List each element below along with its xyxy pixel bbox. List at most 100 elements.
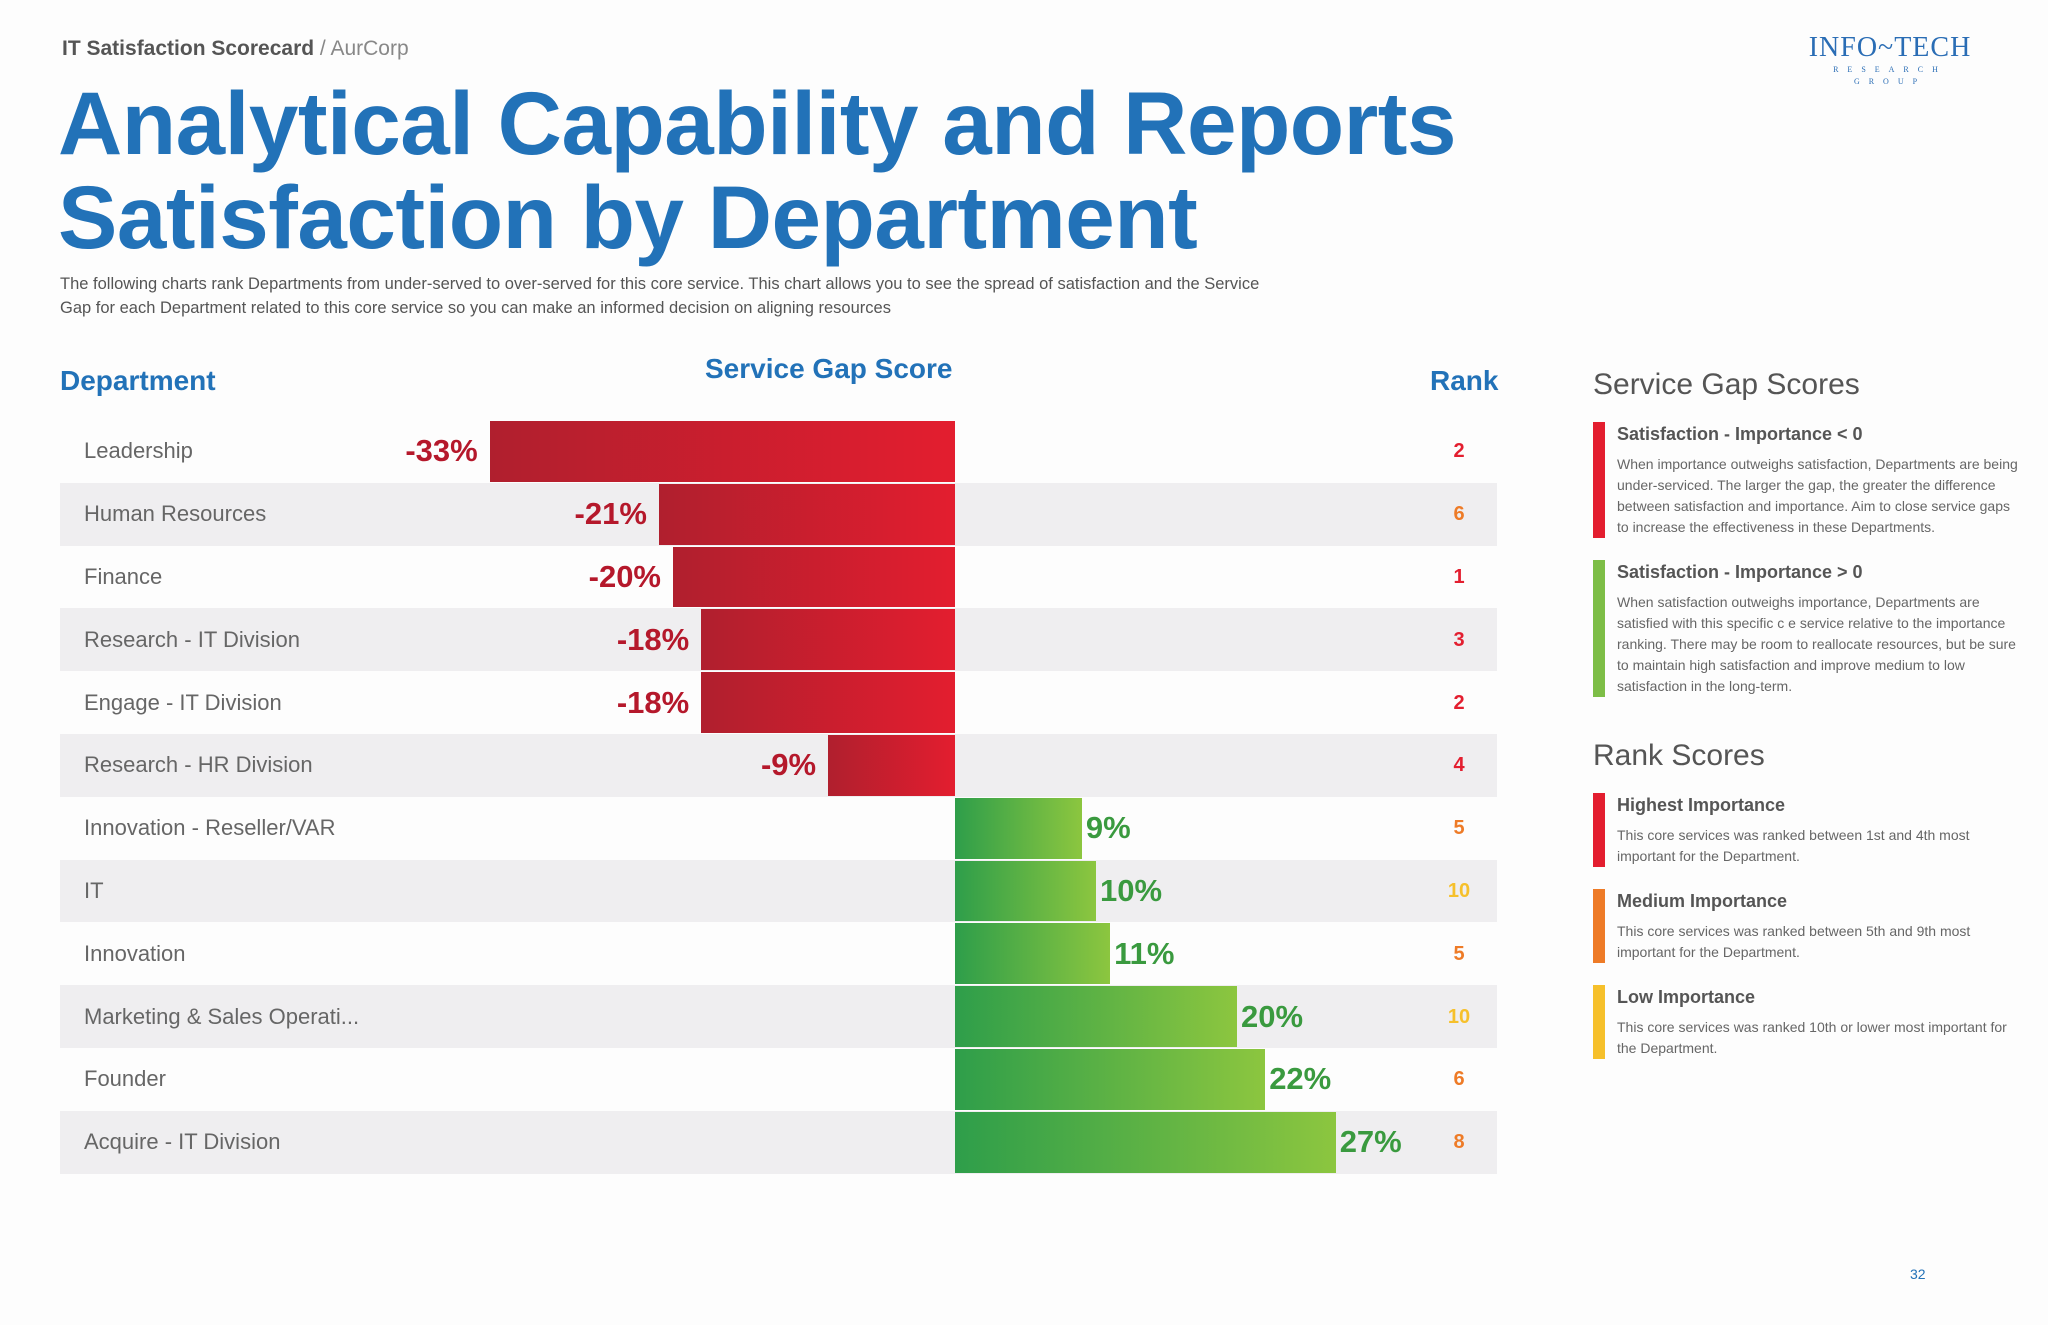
rank-value: 5	[1453, 817, 1465, 840]
legend-swatch-red	[1593, 422, 1605, 538]
legend-label: Medium Importance	[1617, 891, 1788, 911]
bar	[955, 923, 1111, 985]
page-title: Analytical Capability and Reports Satisf…	[58, 76, 1456, 264]
breadcrumb-main: IT Satisfaction Scorecard	[62, 37, 315, 60]
department-label: Finance	[84, 563, 163, 589]
legend-item-low-importance: Low Importance This core services was ra…	[1593, 985, 2023, 1059]
logo-line2: RESEARCH GROUP	[1833, 65, 1947, 86]
rank-value: 3	[1453, 628, 1465, 651]
legend-swatch-green	[1593, 560, 1605, 697]
bar	[673, 546, 955, 608]
rank-value: 6	[1453, 503, 1465, 526]
rank-value: 5	[1453, 942, 1465, 965]
bar	[701, 672, 955, 733]
value-label: -18%	[616, 684, 690, 720]
legend-swatch-yellow	[1593, 985, 1605, 1059]
rank-column-header: Rank	[1430, 365, 1499, 396]
value-label: 27%	[1339, 1124, 1402, 1160]
legend-text-block: Satisfaction - Importance > 0 When satis…	[1605, 560, 2023, 697]
legend-text: When satisfaction outweighs importance, …	[1617, 594, 2016, 694]
department-label: Leadership	[84, 438, 193, 464]
department-label: Marketing & Sales Operati...	[84, 1003, 360, 1029]
value-label: -33%	[405, 433, 478, 469]
value-label: 11%	[1114, 935, 1175, 971]
legend-text: This core services was ranked between 1s…	[1617, 827, 1970, 864]
service-gap-legend-title: Service Gap Scores	[1593, 368, 1860, 401]
department-label: Innovation	[84, 940, 186, 966]
legend-text-block: Satisfaction - Importance < 0 When impor…	[1605, 422, 2023, 538]
bar	[955, 860, 1096, 922]
legend-item-medium-importance: Medium Importance This core services was…	[1593, 889, 2023, 963]
legend-text-block: Low Importance This core services was ra…	[1605, 985, 2023, 1059]
department-column-header: Department	[60, 365, 216, 396]
table-row: Innovation	[60, 922, 1497, 985]
table-row: Engage - IT Division	[60, 671, 1497, 734]
table-row: Leadership	[60, 420, 1497, 483]
bar	[955, 1049, 1266, 1110]
department-label: Engage - IT Division	[84, 689, 282, 715]
value-label: -9%	[760, 747, 817, 783]
breadcrumb-company: AurCorp	[330, 37, 409, 60]
rank-value: 10	[1447, 1005, 1471, 1028]
breadcrumb: IT Satisfaction Scorecard / AurCorp	[62, 36, 409, 62]
legend-item-positive-gap: Satisfaction - Importance > 0 When satis…	[1593, 560, 2023, 697]
bar	[658, 483, 955, 545]
value-label: 9%	[1085, 810, 1131, 846]
department-label: Acquire - IT Division	[84, 1129, 281, 1155]
value-label: 10%	[1100, 873, 1163, 908]
rank-value: 1	[1453, 566, 1465, 588]
bar	[701, 609, 955, 671]
legend-item-highest-importance: Highest Importance This core services wa…	[1593, 793, 2023, 867]
bar	[955, 986, 1237, 1047]
legend-swatch-red	[1593, 793, 1605, 867]
bar	[489, 421, 955, 482]
rank-legend-title: Rank Scores	[1593, 739, 1765, 772]
legend-text: When importance outweighs satisfaction, …	[1617, 456, 2018, 535]
value-label: -18%	[616, 621, 690, 657]
legend-label: Highest Importance	[1617, 795, 1786, 815]
service-gap-chart: Leadership -33% 2 Human Resources -21% 6 Finan…	[60, 420, 1497, 1174]
page-description: The following charts rank Departments fr…	[60, 275, 1260, 317]
bar	[955, 797, 1082, 859]
value-label: 22%	[1269, 1061, 1332, 1097]
rank-value: 2	[1453, 691, 1465, 714]
legend-swatch-orange	[1593, 889, 1605, 963]
bar	[955, 1111, 1336, 1173]
department-label: IT	[84, 877, 104, 903]
table-row: Founder	[60, 1048, 1497, 1111]
page-number: 32	[1910, 1266, 1926, 1282]
table-row: IT	[60, 859, 1497, 923]
table-row: Marketing & Sales Operati...	[60, 985, 1497, 1048]
legend-label: Low Importance	[1617, 987, 1756, 1007]
table-row: Research - HR Division	[60, 734, 1497, 797]
score-column-header: Service Gap Score	[705, 353, 953, 384]
legend-text-block: Medium Importance This core services was…	[1605, 889, 2023, 963]
department-label: Human Resources	[84, 501, 267, 527]
legend-panel: Service Gap Scores Satisfaction - Import…	[1593, 366, 2023, 1081]
page-title-line1: Analytical Capability and Reports	[58, 73, 1456, 173]
department-label: Research - IT Division	[84, 626, 300, 652]
legend-text: This core services was ranked 10th or lo…	[1617, 1019, 2007, 1056]
bar	[828, 735, 955, 796]
rank-value: 8	[1453, 1131, 1465, 1154]
rank-value: 2	[1453, 440, 1465, 463]
department-label: Founder	[84, 1066, 166, 1092]
page-title-line2: Satisfaction by Department	[58, 167, 1198, 267]
legend-item-negative-gap: Satisfaction - Importance < 0 When impor…	[1593, 422, 2023, 538]
rank-value: 6	[1453, 1068, 1465, 1091]
department-label: Research - HR Division	[84, 752, 313, 778]
department-label: Innovation - Reseller/VAR	[84, 815, 336, 841]
value-label: -20%	[588, 559, 661, 594]
info-tech-logo: INFO~TECH RESEARCH GROUP	[1805, 32, 1975, 88]
legend-label: Satisfaction - Importance < 0	[1617, 424, 1863, 444]
table-row: Finance	[60, 546, 1497, 609]
legend-text-block: Highest Importance This core services wa…	[1605, 793, 2023, 867]
legend-text: This core services was ranked between 5t…	[1617, 923, 1971, 960]
value-label: 20%	[1241, 998, 1304, 1034]
rank-value: 10	[1447, 880, 1471, 902]
value-label: -21%	[574, 496, 647, 532]
table-row: Innovation - Reseller/VAR	[60, 797, 1497, 860]
legend-label: Satisfaction - Importance > 0	[1617, 562, 1863, 582]
breadcrumb-separator: /	[314, 37, 331, 60]
rank-value: 4	[1453, 754, 1465, 777]
